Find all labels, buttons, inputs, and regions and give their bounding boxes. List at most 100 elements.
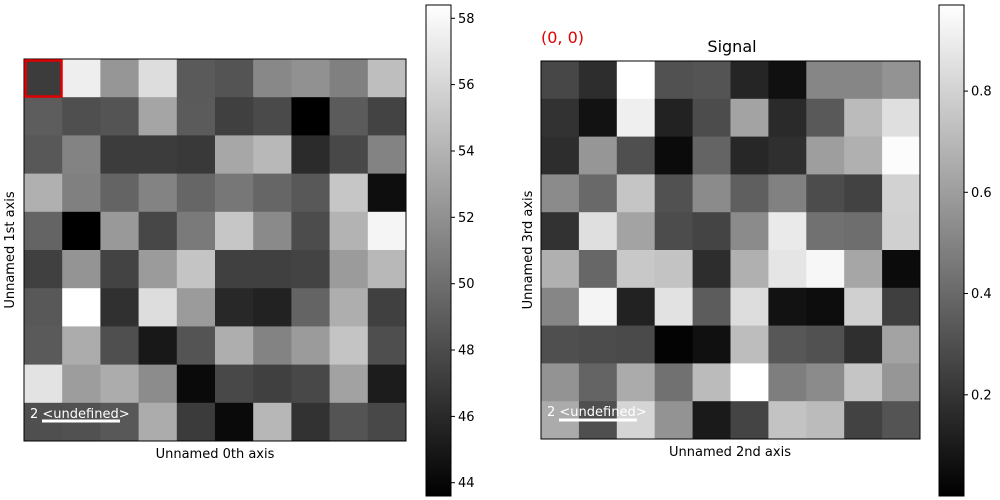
signal-cell-r5-c0[interactable] [541,250,580,289]
signal-cell-r9-c3[interactable] [654,401,693,440]
navigator-cell-r8-c8[interactable] [329,364,369,404]
signal-cell-r5-c6[interactable] [768,250,807,289]
signal-cell-r3-c9[interactable] [882,174,921,213]
signal-cell-r6-c0[interactable] [541,287,580,326]
signal-cell-r2-c2[interactable] [616,136,656,175]
signal-cell-r0-c9[interactable] [882,61,921,100]
navigator-cell-r8-c9[interactable] [367,364,407,404]
signal-cell-r5-c5[interactable] [730,250,769,289]
signal-cell-r3-c5[interactable] [730,174,769,213]
signal-cell-r0-c8[interactable] [844,61,883,100]
signal-cell-r9-c8[interactable] [844,401,883,440]
navigator-cell-r6-c5[interactable] [215,288,254,327]
signal-cell-r7-c2[interactable] [616,325,656,364]
navigator-cell-r7-c8[interactable] [329,326,369,365]
signal-cell-r9-c9[interactable] [882,401,921,440]
signal-cell-r1-c1[interactable] [578,98,618,137]
signal-cell-r0-c2[interactable] [616,61,656,100]
navigator-cell-r3-c4[interactable] [176,173,216,213]
signal-cell-r9-c7[interactable] [806,401,845,440]
navigator-cell-r2-c5[interactable] [215,135,254,174]
navigator-cell-r1-c7[interactable] [291,97,330,136]
navigator-cell-r6-c7[interactable] [291,288,330,327]
signal-cell-r2-c5[interactable] [730,136,769,175]
navigator-cell-r7-c6[interactable] [253,326,292,365]
signal-cell-r4-c3[interactable] [654,212,693,251]
navigator-cell-r8-c4[interactable] [176,364,216,404]
navigator-cell-r6-c4[interactable] [176,288,216,327]
navigator-cell-r6-c6[interactable] [253,288,292,327]
signal-cell-r1-c9[interactable] [882,98,921,137]
navigator-cell-r2-c6[interactable] [253,135,292,174]
signal-cell-r1-c6[interactable] [768,98,807,137]
navigator-cell-r7-c4[interactable] [176,326,216,365]
navigator-cell-r3-c1[interactable] [62,173,101,213]
navigator-cell-r0-c7[interactable] [291,59,330,98]
navigator-cell-r4-c8[interactable] [329,211,369,251]
navigator-cell-r1-c4[interactable] [176,97,216,136]
signal-cell-r8-c5[interactable] [730,363,769,402]
navigator-cell-r4-c1[interactable] [62,211,101,251]
signal-cell-r3-c3[interactable] [654,174,693,213]
signal-cell-r8-c9[interactable] [882,363,921,402]
signal-cell-r7-c5[interactable] [730,325,769,364]
navigator-cell-r3-c9[interactable] [367,173,407,213]
signal-cell-r9-c5[interactable] [730,401,769,440]
navigator-cell-r4-c2[interactable] [100,211,139,251]
signal-cell-r1-c8[interactable] [844,98,883,137]
signal-cell-r8-c1[interactable] [578,363,618,402]
signal-cell-r4-c9[interactable] [882,212,921,251]
navigator-cell-r0-c2[interactable] [100,59,139,98]
signal-cell-r7-c9[interactable] [882,325,921,364]
navigator-cell-r2-c9[interactable] [367,135,407,174]
navigator-cell-r3-c2[interactable] [100,173,139,213]
navigator-cell-r5-c1[interactable] [62,250,101,289]
navigator-cell-r9-c3[interactable] [138,402,178,442]
signal-cell-r4-c1[interactable] [578,212,618,251]
navigator-cell-r1-c0[interactable] [24,97,63,136]
navigator-cell-r8-c2[interactable] [100,364,139,404]
signal-cell-r2-c4[interactable] [692,136,731,175]
signal-cell-r6-c2[interactable] [616,287,656,326]
navigator-cell-r7-c3[interactable] [138,326,178,365]
signal-cell-r8-c8[interactable] [844,363,883,402]
navigator-cell-r6-c0[interactable] [24,288,63,327]
signal-cell-r4-c8[interactable] [844,212,883,251]
navigator-cell-r5-c8[interactable] [329,250,369,289]
navigator-cell-r3-c0[interactable] [24,173,63,213]
signal-cell-r1-c2[interactable] [616,98,656,137]
navigator-cell-r1-c5[interactable] [215,97,254,136]
signal-cell-r6-c4[interactable] [692,287,731,326]
signal-cell-r0-c1[interactable] [578,61,618,100]
navigator-cell-r4-c5[interactable] [215,211,254,251]
navigator-cell-r3-c8[interactable] [329,173,369,213]
navigator-cell-r4-c3[interactable] [138,211,178,251]
navigator-cell-r0-c4[interactable] [176,59,216,98]
navigator-cell-r7-c2[interactable] [100,326,139,365]
signal-cell-r2-c3[interactable] [654,136,693,175]
navigator-cell-r1-c3[interactable] [138,97,178,136]
signal-cell-r2-c1[interactable] [578,136,618,175]
navigator-cell-r8-c1[interactable] [62,364,101,404]
signal-cell-r0-c7[interactable] [806,61,845,100]
signal-cell-r1-c0[interactable] [541,98,580,137]
signal-cell-r4-c4[interactable] [692,212,731,251]
navigator-cell-r6-c3[interactable] [138,288,178,327]
signal-cell-r0-c3[interactable] [654,61,693,100]
signal-cell-r5-c3[interactable] [654,250,693,289]
signal-cell-r6-c6[interactable] [768,287,807,326]
signal-cell-r2-c9[interactable] [882,136,921,175]
navigator-cell-r5-c4[interactable] [176,250,216,289]
signal-cell-r7-c8[interactable] [844,325,883,364]
navigator-cell-r3-c6[interactable] [253,173,292,213]
navigator-cell-r8-c5[interactable] [215,364,254,404]
signal-cell-r6-c1[interactable] [578,287,618,326]
navigator-cell-r2-c0[interactable] [24,135,63,174]
signal-cell-r4-c5[interactable] [730,212,769,251]
signal-cell-r3-c7[interactable] [806,174,845,213]
signal-cell-r6-c3[interactable] [654,287,693,326]
navigator-cell-r9-c6[interactable] [253,402,292,442]
signal-cell-r6-c8[interactable] [844,287,883,326]
signal-cell-r3-c6[interactable] [768,174,807,213]
signal-cell-r4-c7[interactable] [806,212,845,251]
